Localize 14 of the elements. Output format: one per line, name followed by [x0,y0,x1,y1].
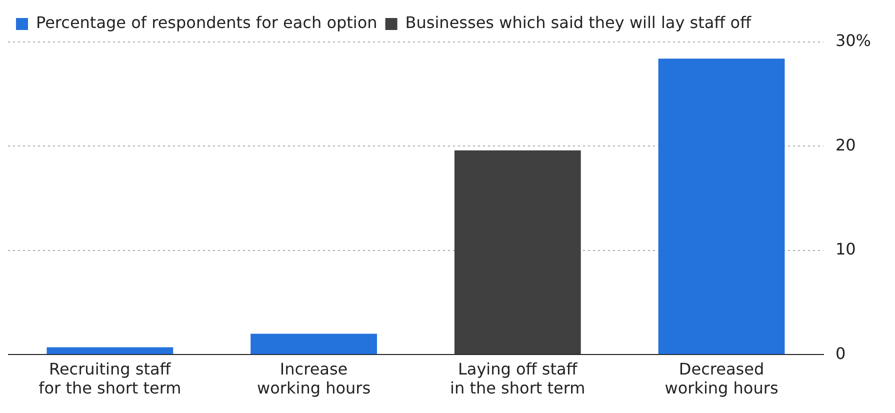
bar [658,58,785,354]
y-tick-label: 0 [835,344,846,363]
x-tick-label: Laying off staff in the short term [450,359,586,398]
y-tick-label: 10 [835,240,856,259]
legend-label: Percentage of respondents for each option [36,13,378,32]
x-tick-label: Recruiting staff for the short term [38,359,182,398]
legend-label: Businesses which said they will lay staff off [405,13,752,32]
bar [46,347,174,354]
y-tick-label: 30% [835,31,871,50]
x-tick-label: Increase working hours [257,359,371,398]
bar [250,334,377,354]
y-tick-label: 20 [835,135,856,154]
x-tick-label: Decreased working hours [664,359,778,398]
bar [454,150,581,354]
